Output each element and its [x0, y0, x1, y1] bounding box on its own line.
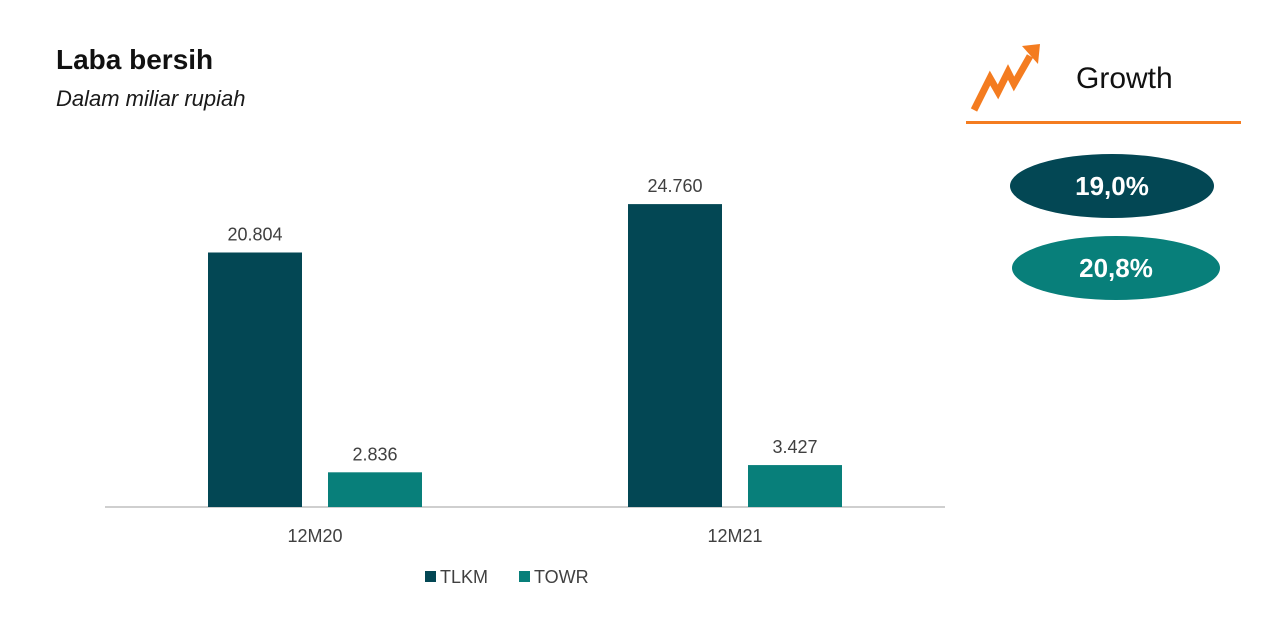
bar-tlkm-12m20	[208, 252, 302, 507]
data-label-tlkm-12m20: 20.804	[227, 224, 282, 244]
chart-title: Laba bersih	[56, 44, 214, 75]
bar-towr-12m20	[328, 472, 422, 507]
chart-subtitle: Dalam miliar rupiah	[56, 86, 246, 111]
data-label-towr-12m20: 2.836	[352, 444, 397, 464]
legend-label-towr: TOWR	[534, 567, 589, 587]
growth-divider	[966, 121, 1241, 124]
bar-towr-12m21	[748, 465, 842, 507]
legend-swatch-towr	[519, 571, 530, 582]
growth-panel: Growth 19,0% 20,8%	[966, 38, 1242, 308]
bar-tlkm-12m21	[628, 204, 722, 507]
data-label-towr-12m21: 3.427	[772, 437, 817, 457]
towr-growth-badge: 20,8%	[1012, 236, 1220, 300]
legend-label-tlkm: TLKM	[440, 567, 488, 587]
growth-title: Growth	[1076, 62, 1173, 95]
tlkm-growth-badge: 19,0%	[1010, 154, 1214, 218]
data-label-tlkm-12m21: 24.760	[647, 176, 702, 196]
bar-chart: 20.804 24.760 2.836 3.427 12M20 12M21 TLKM TOWR	[105, 176, 945, 587]
trending-up-arrow-icon	[970, 44, 1040, 112]
x-tick-label: 12M20	[287, 526, 342, 546]
x-tick-label: 12M21	[707, 526, 762, 546]
legend-swatch-tlkm	[425, 571, 436, 582]
